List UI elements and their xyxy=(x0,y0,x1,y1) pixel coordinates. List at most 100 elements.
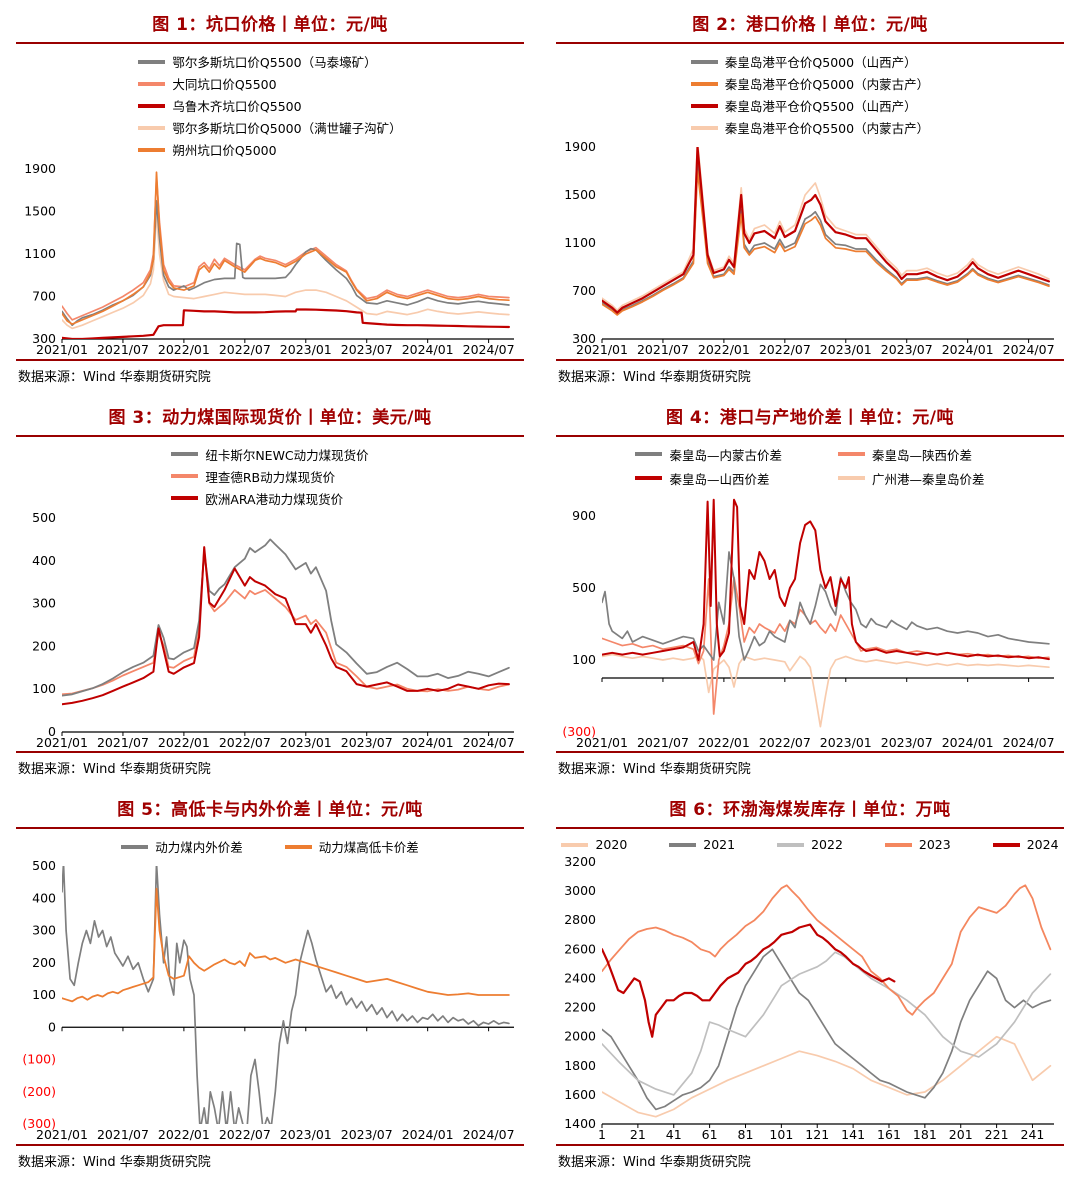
svg-text:161: 161 xyxy=(877,1127,901,1142)
svg-text:2600: 2600 xyxy=(564,942,596,957)
svg-text:500: 500 xyxy=(32,510,56,525)
legend-swatch xyxy=(838,452,865,457)
title-divider xyxy=(556,827,1064,830)
svg-text:2024/01: 2024/01 xyxy=(402,342,454,357)
legend-item: 秦皇岛港平仓价Q5000（山西产） xyxy=(690,52,929,71)
legend-item: 秦皇岛—山西价差 xyxy=(635,469,782,488)
svg-text:300: 300 xyxy=(32,923,56,938)
legend-item: 欧洲ARA港动力煤现货价 xyxy=(171,489,368,508)
legend-item: 鄂尔多斯坑口价Q5000（满世罐子沟矿） xyxy=(138,118,402,137)
legend-label: 秦皇岛港平仓价Q5500（山西产） xyxy=(724,99,917,114)
svg-text:500: 500 xyxy=(32,858,56,873)
svg-text:(100): (100) xyxy=(22,1052,56,1067)
legend-label: 动力煤内外价差 xyxy=(155,840,243,856)
figure-panel-6: 图 6：环渤海煤炭库存丨单位：万吨 2020 2021 2022 2023 2024 1… xyxy=(540,785,1080,1178)
source-divider xyxy=(556,1143,1064,1146)
legend-label: 2021 xyxy=(703,837,736,853)
legend-swatch xyxy=(884,842,912,847)
svg-text:41: 41 xyxy=(666,1127,682,1142)
svg-text:2022/07: 2022/07 xyxy=(219,735,271,750)
chart-canvas: 300 700 1100 1500 1900 2021/01 2021/07 2022/01 2… xyxy=(24,161,514,357)
title-divider xyxy=(16,42,524,44)
legend-item: 2023 xyxy=(884,837,951,852)
title-divider xyxy=(16,434,524,437)
chart-plot: 0 100 200 300 400 500 2021/01 2021/07 2022/01 202… xyxy=(16,510,524,752)
svg-text:221: 221 xyxy=(985,1127,1009,1142)
legend-label: 广州港—秦皇岛价差 xyxy=(872,471,985,487)
svg-text:2023/01: 2023/01 xyxy=(280,1127,332,1142)
legend-label: 乌鲁木齐坑口价Q5500 xyxy=(172,99,302,114)
figure-panel-4: 图 4：港口与产地价差丨单位：元/吨 秦皇岛—内蒙古价差 秦皇岛—陕西价差秦皇岛—… xyxy=(540,393,1080,786)
svg-text:200: 200 xyxy=(32,955,56,970)
svg-text:2023/01: 2023/01 xyxy=(820,342,872,357)
legend-item: 朔州坑口价Q5000 xyxy=(138,140,401,159)
title-divider xyxy=(16,827,524,830)
svg-text:1400: 1400 xyxy=(564,1116,596,1131)
figure-panel-1: 图 1：坑口价格丨单位：元/吨 鄂尔多斯坑口价Q5500（马泰壕矿） 大同坑口价Q… xyxy=(0,0,540,393)
data-source: 数据来源：Wind 华泰期货研究院 xyxy=(558,762,751,778)
legend-label: 2022 xyxy=(811,837,843,853)
svg-text:1900: 1900 xyxy=(564,139,596,154)
svg-text:1100: 1100 xyxy=(24,246,56,261)
legend-label: 鄂尔多斯坑口价Q5500（马泰壕矿） xyxy=(172,55,377,70)
chart-title: 图 4：港口与产地价差丨单位：元/吨 xyxy=(666,407,954,428)
svg-text:1: 1 xyxy=(598,1127,606,1142)
svg-text:200: 200 xyxy=(32,638,56,653)
svg-text:2022/07: 2022/07 xyxy=(759,342,811,357)
svg-text:2023/01: 2023/01 xyxy=(820,735,872,750)
chart-plot: (300) (200) (100) 0 100 200 300 400 500 2021/01 20… xyxy=(16,858,524,1144)
svg-text:2024/01: 2024/01 xyxy=(402,1127,454,1142)
svg-text:2024/07: 2024/07 xyxy=(1003,735,1055,750)
svg-text:700: 700 xyxy=(572,283,596,298)
svg-text:100: 100 xyxy=(32,987,56,1002)
legend-swatch xyxy=(138,81,166,86)
source-divider xyxy=(16,358,524,361)
svg-text:2024/07: 2024/07 xyxy=(463,1127,515,1142)
svg-text:(300): (300) xyxy=(22,1116,56,1131)
legend-item: 秦皇岛港平仓价Q5500（山西产） xyxy=(690,96,929,115)
chart-title: 图 6：环渤海煤炭库存丨单位：万吨 xyxy=(669,800,951,821)
svg-text:2023/07: 2023/07 xyxy=(881,342,933,357)
svg-text:2021/07: 2021/07 xyxy=(637,342,689,357)
chart-legend: 秦皇岛港平仓价Q5000（山西产） 秦皇岛港平仓价Q5000（内蒙古产） 秦皇岛港平… xyxy=(690,44,929,139)
svg-text:2024/01: 2024/01 xyxy=(402,735,454,750)
chart-plot: 1400 1600 1800 2000 2200 2400 2600 2800 3000 3200… xyxy=(556,854,1064,1144)
chart-plot: 300 700 1100 1500 1900 2021/01 2021/07 2022/01 2… xyxy=(556,139,1064,359)
legend-label: 动力煤高低卡价差 xyxy=(318,840,419,856)
legend-item: 乌鲁木齐坑口价Q5500 xyxy=(138,96,401,115)
svg-text:1800: 1800 xyxy=(564,1058,596,1073)
legend-label: 理查德RB动力煤现货价 xyxy=(205,469,336,485)
svg-text:300: 300 xyxy=(32,331,56,346)
svg-text:2021/07: 2021/07 xyxy=(637,735,689,750)
figure-panel-2: 图 2：港口价格丨单位：元/吨 秦皇岛港平仓价Q5000（山西产） 秦皇岛港平仓价… xyxy=(540,0,1080,393)
chart-canvas: 1400 1600 1800 2000 2200 2400 2600 2800 3000 3200… xyxy=(564,854,1054,1142)
legend-swatch xyxy=(690,81,718,86)
svg-text:2000: 2000 xyxy=(564,1029,596,1044)
chart-legend: 2020 2021 2022 2023 2024 xyxy=(556,829,1064,854)
svg-text:81: 81 xyxy=(738,1127,754,1142)
legend-label: 秦皇岛—内蒙古价差 xyxy=(669,447,782,463)
chart-canvas: (300) (200) (100) 0 100 200 300 400 500 2021/01 20… xyxy=(22,858,515,1142)
data-source: 数据来源：Wind 华泰期货研究院 xyxy=(558,1154,751,1170)
data-source: 数据来源：Wind 华泰期货研究院 xyxy=(18,1154,211,1170)
legend-label: 朔州坑口价Q5000 xyxy=(172,143,277,158)
source-divider xyxy=(16,751,524,754)
legend-item: 秦皇岛—陕西价差 xyxy=(838,445,985,464)
svg-text:400: 400 xyxy=(32,891,56,906)
svg-text:2024/01: 2024/01 xyxy=(942,342,994,357)
legend-label: 秦皇岛—山西价差 xyxy=(669,471,770,487)
chart-canvas: 300 700 1100 1500 1900 2021/01 2021/07 2022/01 2… xyxy=(564,139,1054,357)
svg-text:181: 181 xyxy=(913,1127,937,1142)
data-source: 数据来源：Wind 华泰期货研究院 xyxy=(18,369,211,385)
svg-text:241: 241 xyxy=(1021,1127,1045,1142)
legend-swatch xyxy=(121,844,149,849)
chart-plot: (300) 100 500 900 2021/01 2021/07 2022/01 2022/… xyxy=(556,490,1064,752)
svg-text:3200: 3200 xyxy=(564,854,596,869)
source-divider xyxy=(16,1143,524,1146)
svg-text:2024/07: 2024/07 xyxy=(463,735,515,750)
svg-text:700: 700 xyxy=(32,289,56,304)
svg-text:100: 100 xyxy=(572,652,596,667)
svg-text:3000: 3000 xyxy=(564,883,596,898)
legend-swatch xyxy=(690,103,718,108)
